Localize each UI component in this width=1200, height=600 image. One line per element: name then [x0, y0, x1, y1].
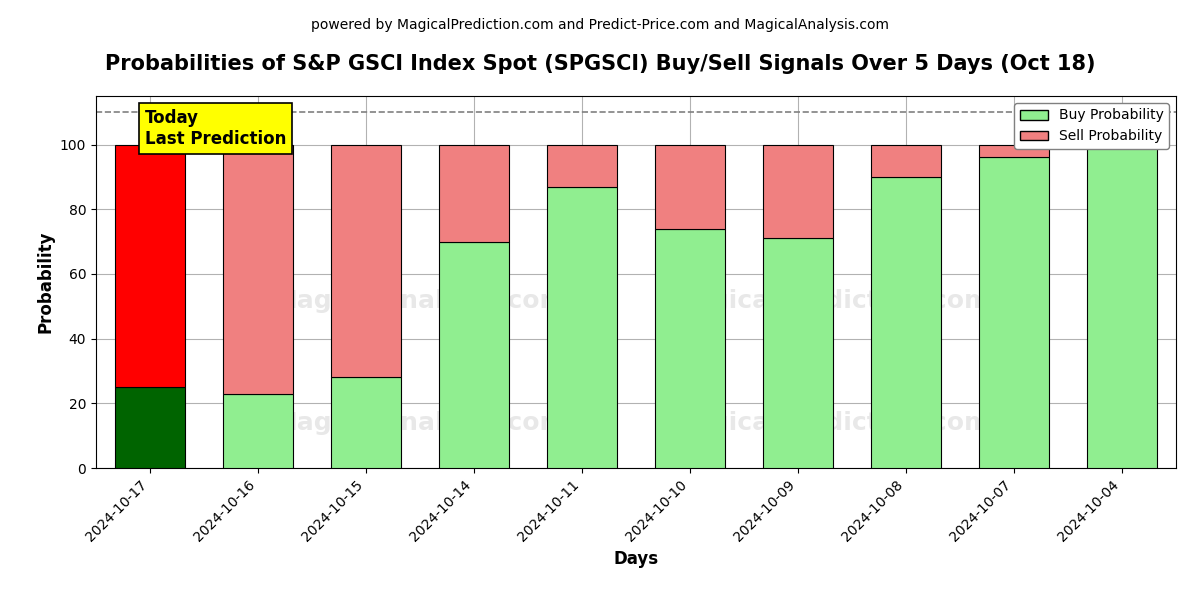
X-axis label: Days: Days: [613, 550, 659, 568]
Bar: [115, 145, 185, 387]
Bar: [223, 394, 293, 468]
Bar: [979, 157, 1049, 468]
Bar: [763, 238, 833, 468]
Bar: [655, 229, 725, 468]
Y-axis label: Probability: Probability: [36, 231, 54, 333]
Bar: [331, 145, 401, 377]
Bar: [439, 242, 509, 468]
Bar: [871, 145, 941, 177]
Bar: [655, 145, 725, 229]
Bar: [439, 145, 509, 242]
Bar: [763, 145, 833, 238]
Bar: [1087, 145, 1157, 468]
Text: MagicalAnalysis.com: MagicalAnalysis.com: [274, 412, 566, 436]
Bar: [547, 145, 617, 187]
Text: MagicalPrediction.com: MagicalPrediction.com: [670, 289, 991, 313]
Bar: [115, 387, 185, 468]
Text: powered by MagicalPrediction.com and Predict-Price.com and MagicalAnalysis.com: powered by MagicalPrediction.com and Pre…: [311, 18, 889, 32]
Bar: [223, 145, 293, 394]
Bar: [547, 187, 617, 468]
Text: Today
Last Prediction: Today Last Prediction: [145, 109, 286, 148]
Text: Probabilities of S&P GSCI Index Spot (SPGSCI) Buy/Sell Signals Over 5 Days (Oct : Probabilities of S&P GSCI Index Spot (SP…: [104, 54, 1096, 74]
Bar: [331, 377, 401, 468]
Text: MagicalPrediction.com: MagicalPrediction.com: [670, 412, 991, 436]
Bar: [979, 145, 1049, 157]
Text: MagicalAnalysis.com: MagicalAnalysis.com: [274, 289, 566, 313]
Bar: [871, 177, 941, 468]
Legend: Buy Probability, Sell Probability: Buy Probability, Sell Probability: [1014, 103, 1169, 149]
